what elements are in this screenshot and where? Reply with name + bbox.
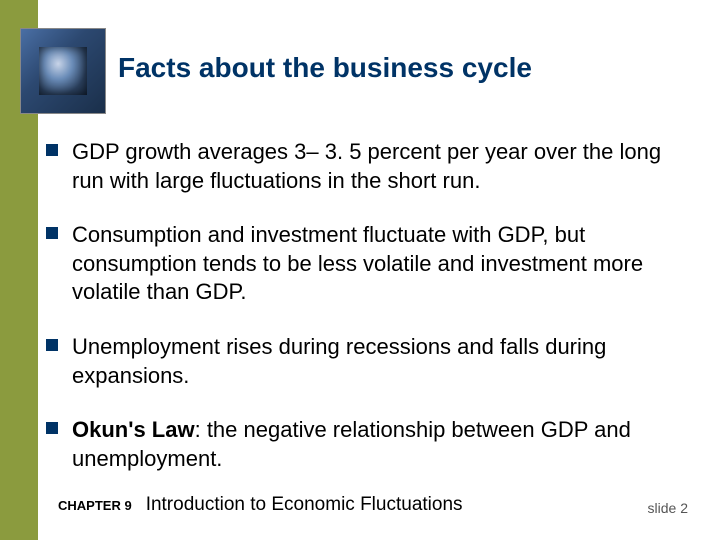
bullet-text: GDP growth averages 3– 3. 5 percent per …: [72, 138, 686, 195]
chapter-label: CHAPTER 9: [58, 498, 132, 513]
bullet-item: GDP growth averages 3– 3. 5 percent per …: [46, 138, 686, 195]
bullet-item: Okun's Law: the negative relationship be…: [46, 416, 686, 473]
bullet-list: GDP growth averages 3– 3. 5 percent per …: [46, 138, 686, 499]
chapter-title: Introduction to Economic Fluctuations: [146, 494, 463, 516]
bold-term: Okun's Law: [72, 417, 195, 442]
slide-title: Facts about the business cycle: [118, 52, 532, 84]
bullet-item: Consumption and investment fluctuate wit…: [46, 221, 686, 307]
bullet-marker: [46, 144, 58, 156]
bullet-text: Okun's Law: the negative relationship be…: [72, 416, 686, 473]
decorative-icon-inner: [39, 47, 87, 95]
bullet-marker: [46, 422, 58, 434]
bullet-marker: [46, 339, 58, 351]
bullet-item: Unemployment rises during recessions and…: [46, 333, 686, 390]
bullet-text: Consumption and investment fluctuate wit…: [72, 221, 686, 307]
slide-number: slide 2: [648, 500, 688, 516]
decorative-icon-box: [20, 28, 106, 114]
footer: CHAPTER 9 Introduction to Economic Fluct…: [58, 494, 698, 516]
bullet-text: Unemployment rises during recessions and…: [72, 333, 686, 390]
bullet-marker: [46, 227, 58, 239]
